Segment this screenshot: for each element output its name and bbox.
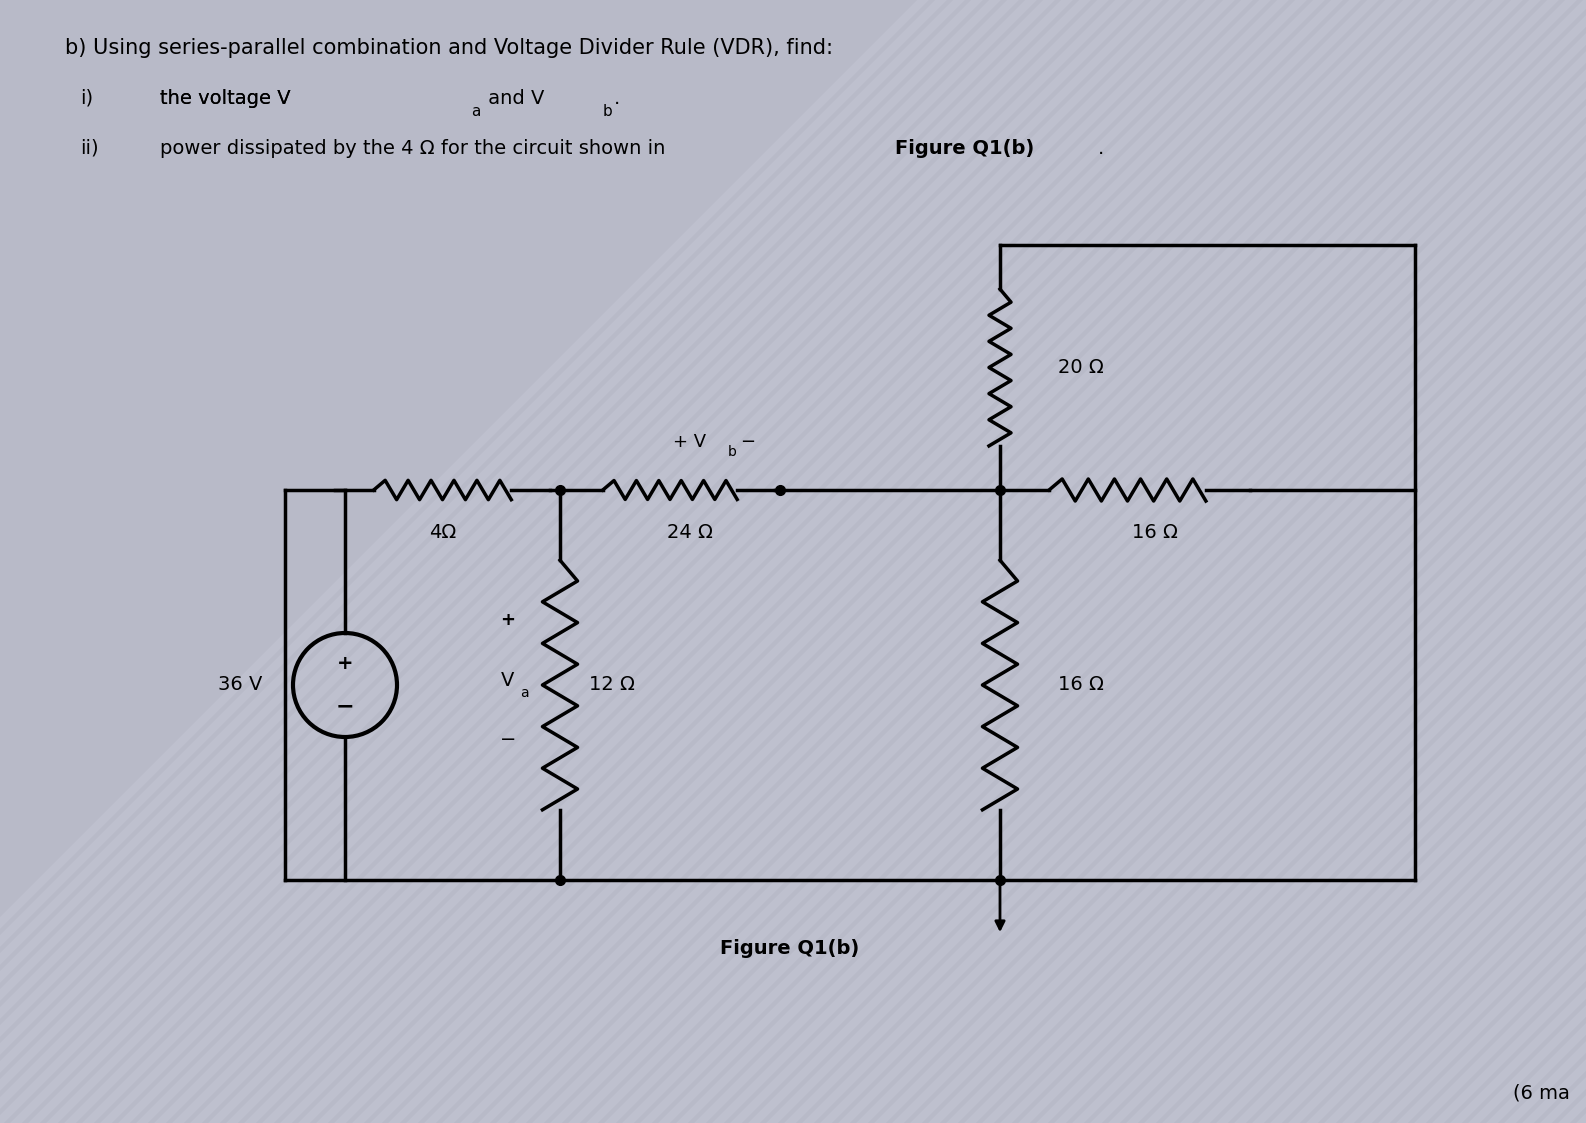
- Text: +: +: [336, 654, 354, 673]
- Text: +: +: [501, 611, 515, 629]
- Text: ii): ii): [79, 138, 98, 157]
- Text: .: .: [614, 89, 620, 108]
- Text: V: V: [501, 670, 515, 690]
- Text: + V: + V: [674, 433, 706, 451]
- Text: 12 Ω: 12 Ω: [588, 676, 634, 694]
- Text: Figure Q1(b): Figure Q1(b): [720, 939, 860, 958]
- Text: i): i): [79, 89, 94, 108]
- Text: .: .: [1098, 138, 1104, 157]
- Text: −: −: [741, 433, 755, 451]
- Text: a: a: [471, 103, 481, 119]
- Text: b: b: [728, 445, 737, 459]
- Text: the voltage V: the voltage V: [160, 89, 290, 108]
- Text: and V: and V: [482, 89, 544, 108]
- Text: a: a: [520, 686, 528, 700]
- Text: (6 ma: (6 ma: [1513, 1084, 1570, 1103]
- Text: 36 V: 36 V: [217, 676, 262, 694]
- Text: 20 Ω: 20 Ω: [1058, 358, 1104, 377]
- Text: 16 Ω: 16 Ω: [1132, 522, 1178, 541]
- Text: b: b: [603, 103, 612, 119]
- Text: b) Using series-parallel combination and Voltage Divider Rule (VDR), find:: b) Using series-parallel combination and…: [65, 38, 833, 58]
- Text: 4Ω: 4Ω: [428, 522, 457, 541]
- Text: −: −: [500, 730, 515, 749]
- Text: 16 Ω: 16 Ω: [1058, 676, 1104, 694]
- Text: 24 Ω: 24 Ω: [668, 522, 714, 541]
- Text: Figure Q1(b): Figure Q1(b): [895, 138, 1034, 157]
- Text: the voltage V: the voltage V: [160, 89, 290, 108]
- Text: −: −: [336, 697, 354, 716]
- Text: power dissipated by the 4 Ω for the circuit shown in: power dissipated by the 4 Ω for the circ…: [160, 138, 671, 157]
